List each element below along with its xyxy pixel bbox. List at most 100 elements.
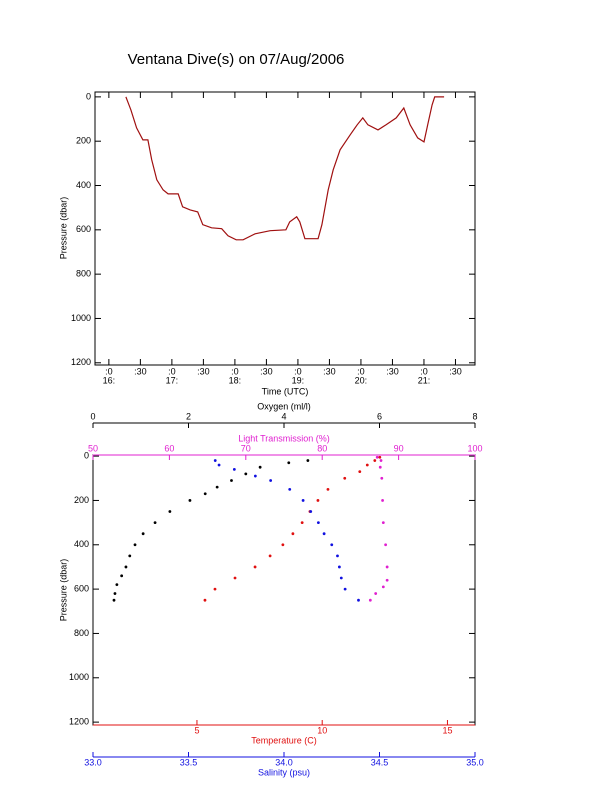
x-axis-label: Oxygen (ml/l) — [257, 401, 311, 411]
x-tick-label: 8 — [472, 411, 477, 421]
profile-point — [232, 468, 236, 471]
profile-point — [133, 543, 137, 547]
profile-point — [253, 565, 257, 569]
profile-point — [268, 554, 272, 558]
profile-point — [339, 576, 343, 580]
y-tick-label: 1200 — [69, 716, 89, 726]
profile-point — [217, 463, 221, 467]
x-hour-label: 19: — [292, 375, 305, 385]
x-tick-label: 15 — [442, 725, 452, 735]
profile-point — [309, 510, 313, 513]
x-tick-label: :0 — [168, 366, 176, 376]
profile-point — [291, 532, 295, 536]
x-tick-label: 2 — [186, 411, 191, 421]
profile-point — [124, 565, 128, 569]
profile-point — [153, 521, 157, 525]
x-axis-label: Light Transmission (%) — [238, 433, 330, 443]
profile-point — [358, 470, 362, 474]
profile-point — [385, 565, 389, 569]
profile-point — [300, 521, 304, 525]
profile-point — [330, 543, 334, 547]
x-tick-label: 33.0 — [84, 757, 102, 767]
profile-point — [230, 479, 233, 482]
x-tick-label: :0 — [357, 366, 365, 376]
y-tick-label: 400 — [74, 539, 89, 549]
x-axis-label: Temperature (C) — [251, 735, 317, 745]
profile-point — [141, 532, 145, 536]
profile-point — [253, 474, 257, 478]
profile-point — [301, 499, 305, 502]
profile-point — [381, 521, 385, 525]
profile-point — [373, 459, 377, 462]
x-tick-label: 0 — [90, 411, 95, 421]
profile-point — [112, 598, 116, 602]
y-axis-label: Pressure (dbar) — [58, 197, 68, 260]
x-tick-label: 4 — [281, 411, 286, 421]
y-axis-label: Pressure (dbar) — [58, 559, 68, 622]
x-axis-label: Salinity (psu) — [258, 767, 310, 777]
profile-point — [357, 598, 360, 602]
x-tick-label: 80 — [317, 443, 327, 453]
plot-frame — [94, 91, 476, 366]
profile-point — [381, 585, 385, 589]
x-tick-label: 10 — [317, 725, 327, 735]
profile-point — [322, 532, 326, 536]
y-tick-label: 1000 — [69, 672, 89, 682]
x-tick-label: :0 — [294, 366, 302, 376]
x-tick-label: :30 — [323, 366, 336, 376]
profile-point — [378, 455, 382, 459]
profile-point — [375, 455, 379, 459]
x-tick-label: 60 — [164, 443, 174, 453]
profile-point — [244, 472, 248, 476]
profile-point — [316, 499, 320, 502]
profile-point — [203, 492, 207, 496]
y-tick-label: 800 — [76, 269, 91, 279]
x-hour-label: 20: — [355, 375, 368, 385]
x-tick-label: 50 — [88, 443, 98, 453]
y-tick-label: 0 — [84, 450, 89, 460]
x-tick-label: :30 — [386, 366, 399, 376]
x-tick-label: 33.5 — [180, 757, 198, 767]
profile-point — [343, 476, 347, 480]
x-hour-label: 21: — [418, 375, 431, 385]
profile-point — [365, 463, 369, 467]
profile-point — [336, 554, 339, 558]
profile-point — [374, 592, 378, 595]
x-tick-label: 6 — [377, 411, 382, 421]
y-tick-label: 200 — [74, 495, 89, 505]
x-tick-label: 34.5 — [371, 757, 389, 767]
x-tick-label: :0 — [105, 366, 113, 376]
profile-point — [316, 521, 320, 525]
x-hour-label: 18: — [229, 375, 242, 385]
x-tick-label: :0 — [420, 366, 428, 376]
profile-point — [113, 592, 117, 595]
profile-point — [380, 476, 384, 480]
profile-point — [281, 543, 285, 547]
profile-point — [128, 554, 132, 558]
profile-point — [337, 565, 341, 569]
profile-point — [287, 461, 291, 465]
profile-point — [288, 487, 292, 491]
y-tick-label: 400 — [76, 180, 91, 190]
profile-point — [326, 487, 330, 491]
x-axis-label: Time (UTC) — [262, 386, 309, 396]
profile-point — [384, 543, 388, 547]
profile-point — [368, 598, 372, 602]
y-tick-label: 600 — [74, 583, 89, 593]
profile-point — [381, 499, 384, 502]
y-tick-label: 0 — [86, 91, 91, 101]
y-tick-label: 1200 — [71, 357, 91, 367]
y-tick-label: 1000 — [71, 313, 91, 323]
profile-point — [215, 485, 219, 489]
profile-point — [213, 587, 217, 591]
profile-point — [385, 578, 389, 582]
x-tick-label: :30 — [260, 366, 273, 376]
profile-point — [343, 587, 347, 591]
y-tick-label: 200 — [76, 136, 91, 146]
x-tick-label: :30 — [134, 366, 147, 376]
profile-point — [269, 479, 273, 482]
profile-point — [203, 598, 207, 602]
profile-point — [168, 510, 172, 513]
x-tick-label: 70 — [241, 443, 251, 453]
profile-point — [379, 459, 383, 462]
